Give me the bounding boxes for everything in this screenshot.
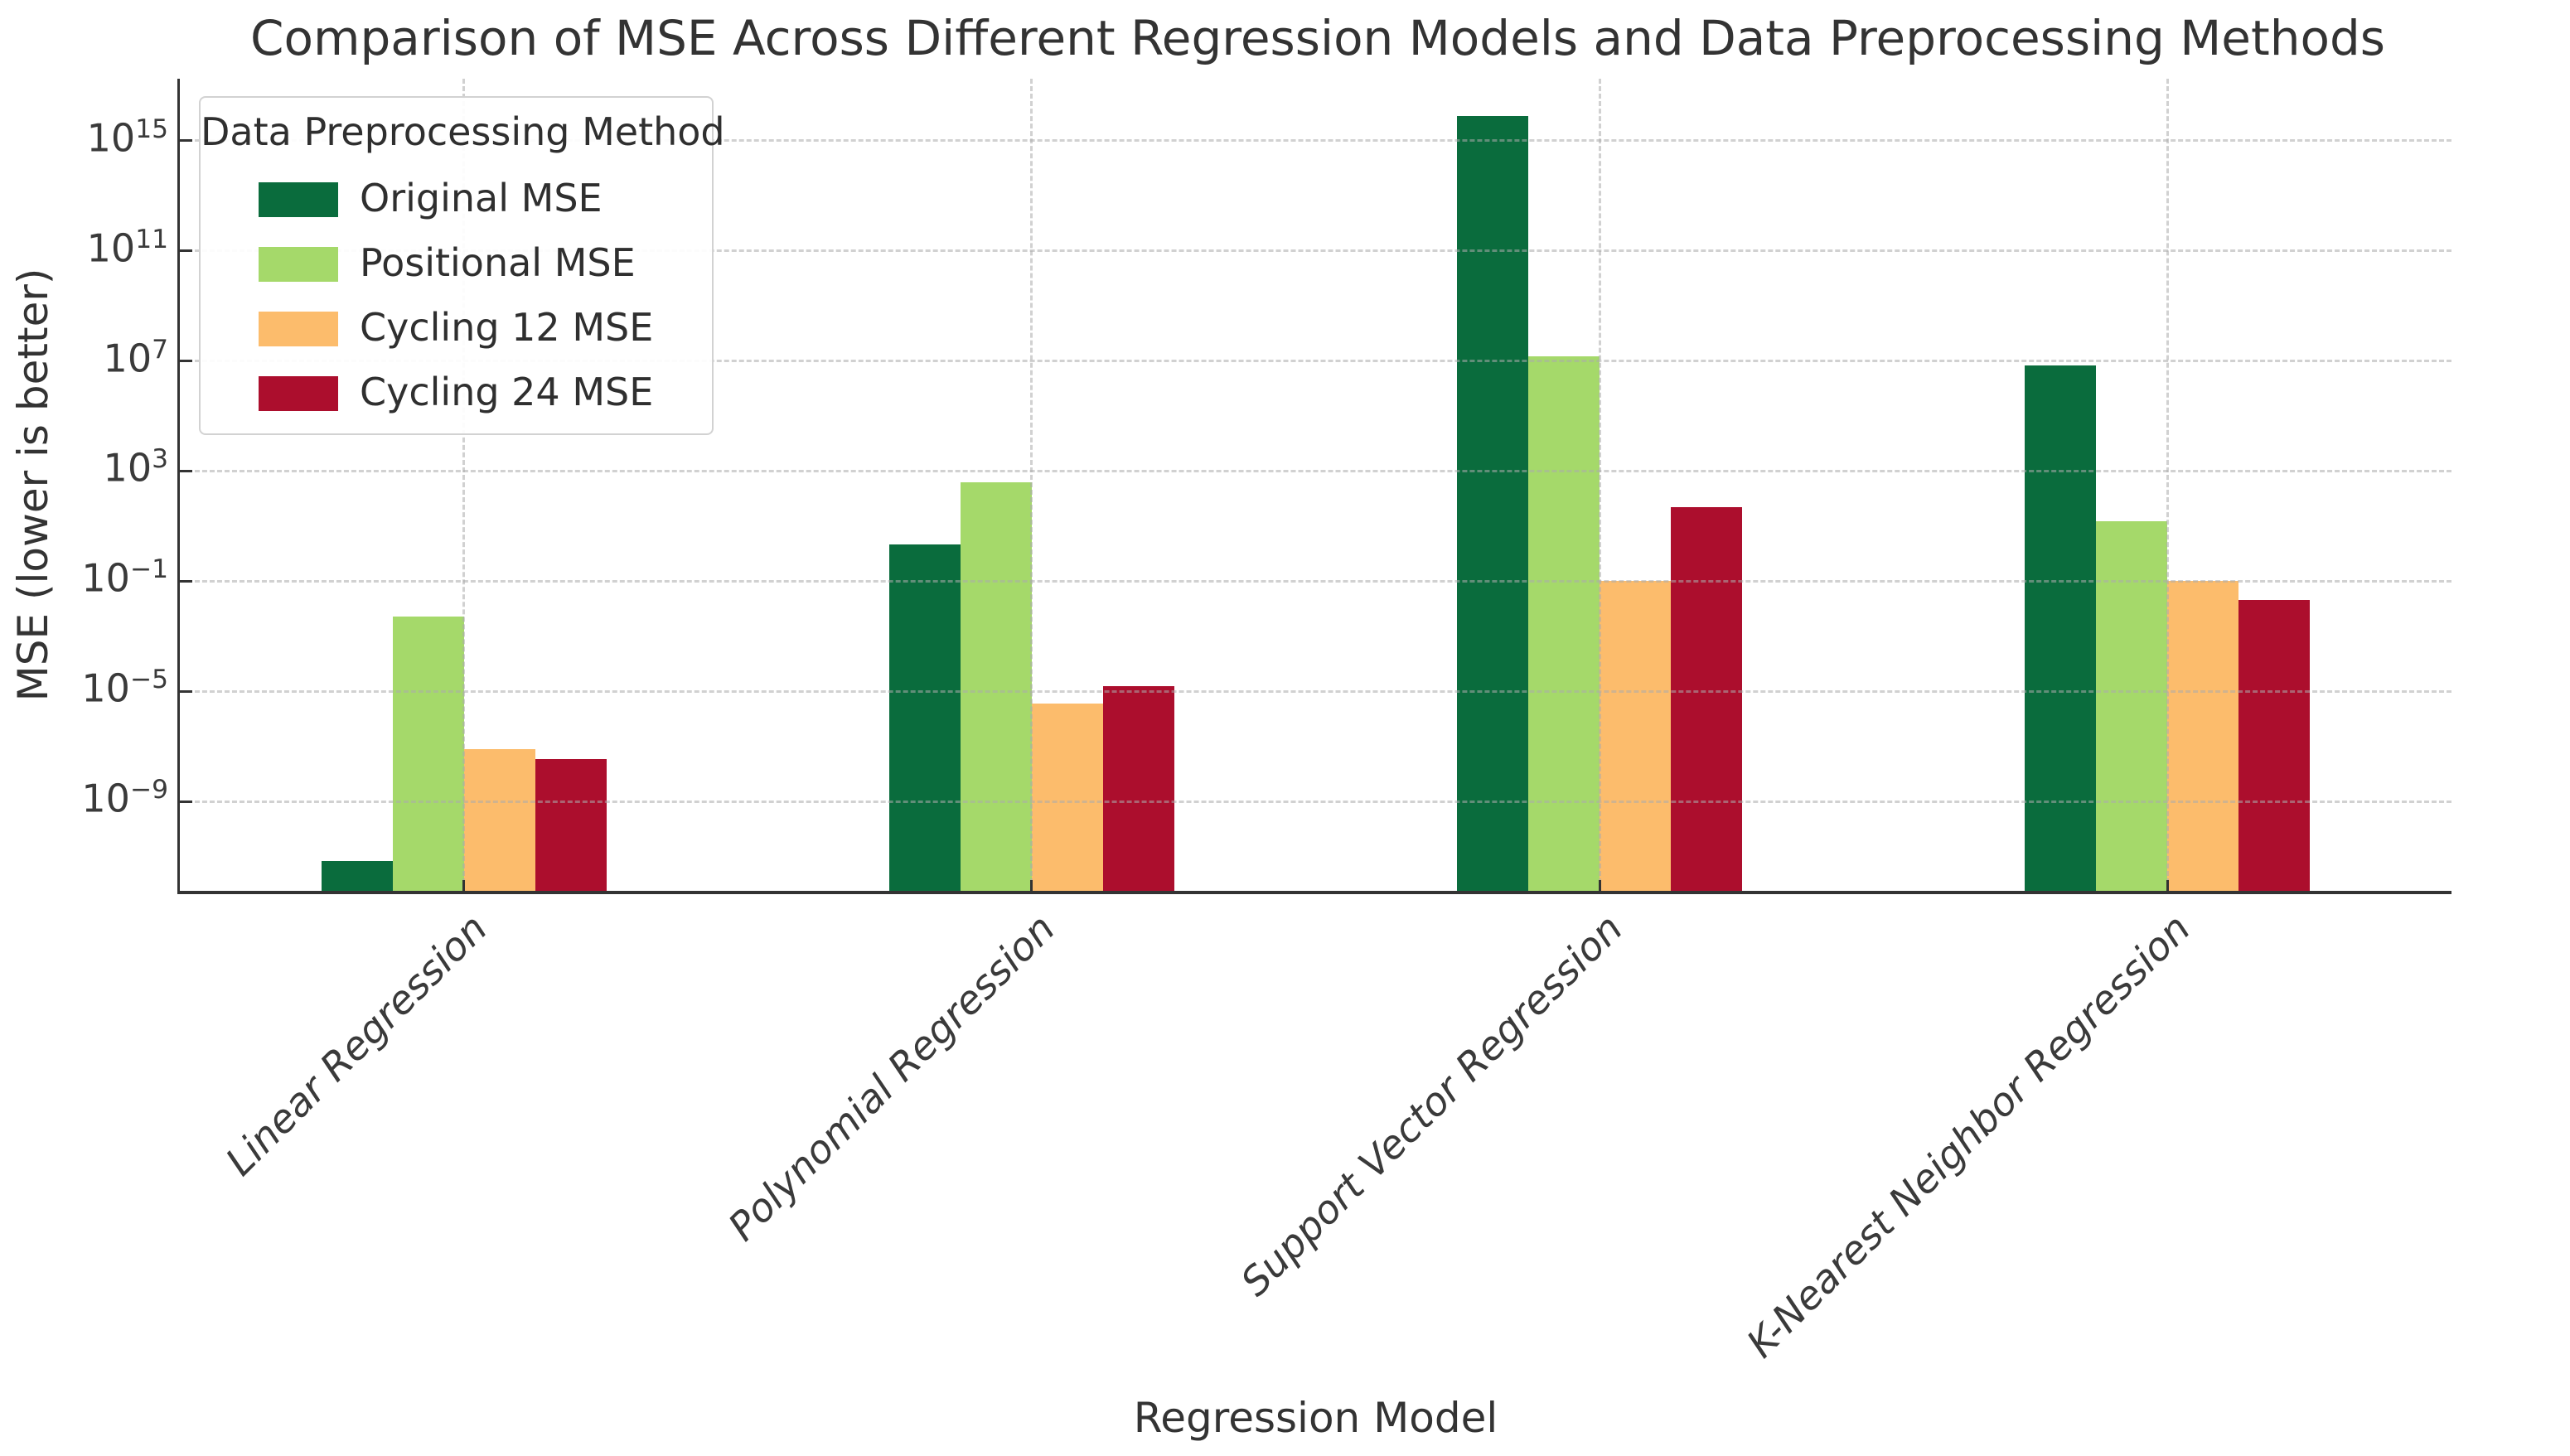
y-tick-1e7 bbox=[180, 360, 192, 362]
x-tick-linear-regression bbox=[462, 880, 466, 891]
x-axis-label: Regression Model bbox=[1133, 1394, 1498, 1442]
y-tick-label-1e15: 1015 bbox=[86, 114, 168, 161]
bar-cycling-12-mse-polynomial-regression bbox=[1031, 704, 1103, 891]
x-tick-label-polynomial-regression: Polynomial Regression bbox=[719, 906, 1064, 1250]
x-tick-label-linear-regression: Linear Regression bbox=[216, 906, 496, 1185]
gridline-x-linear-regression bbox=[462, 79, 466, 891]
bar-original-mse-support-vector-regression bbox=[1457, 115, 1529, 891]
legend-swatch-original-mse bbox=[259, 182, 338, 217]
bar-cycling-24-mse-k-nearest-neighbor-regression bbox=[2238, 600, 2311, 891]
bar-original-mse-linear-regression bbox=[321, 860, 393, 891]
x-axis-spine bbox=[177, 891, 2451, 894]
bar-cycling-24-mse-linear-regression bbox=[535, 758, 607, 891]
y-tick-1e-9 bbox=[180, 800, 192, 803]
y-axis-spine bbox=[177, 79, 180, 894]
gridline-y-1e-5 bbox=[180, 689, 2451, 693]
gridline-y-1e3 bbox=[180, 469, 2451, 472]
gridline-y-1e15 bbox=[180, 139, 2451, 143]
gridline-y-1e-9 bbox=[180, 800, 2451, 803]
y-tick-1e15 bbox=[180, 139, 192, 143]
gridline-y-1e-1 bbox=[180, 579, 2451, 583]
legend: Data Preprocessing Method Original MSE Po… bbox=[199, 96, 725, 435]
x-tick-support-vector-regression bbox=[1598, 880, 1601, 891]
gridline-y-1e7 bbox=[180, 360, 2451, 362]
x-tick-label-support-vector-regression: Support Vector Regression bbox=[1232, 906, 1633, 1305]
y-tick-label-1e11: 1011 bbox=[86, 224, 168, 270]
y-tick-1e11 bbox=[180, 249, 192, 253]
y-tick-label-1e-5: 10−5 bbox=[81, 665, 168, 711]
legend-swatch-cycling-12-mse bbox=[259, 312, 338, 346]
bar-original-mse-polynomial-regression bbox=[888, 544, 961, 891]
bar-cycling-12-mse-support-vector-regression bbox=[1600, 581, 1672, 891]
x-tick-polynomial-regression bbox=[1030, 880, 1033, 891]
bar-cycling-24-mse-support-vector-regression bbox=[1671, 506, 1743, 891]
bar-positional-mse-support-vector-regression bbox=[1528, 356, 1600, 891]
legend-label-cycling-12-mse: Cycling 12 MSE bbox=[360, 305, 654, 350]
bar-positional-mse-k-nearest-neighbor-regression bbox=[2096, 520, 2168, 891]
bar-cycling-24-mse-polynomial-regression bbox=[1102, 686, 1174, 891]
y-tick-label-1e-1: 10−1 bbox=[81, 554, 168, 601]
legend-swatch-positional-mse bbox=[259, 247, 338, 282]
legend-label-positional-mse: Positional MSE bbox=[360, 240, 636, 285]
bar-positional-mse-polynomial-regression bbox=[960, 482, 1032, 891]
gridline-x-support-vector-regression bbox=[1598, 79, 1601, 891]
chart-title: Comparison of MSE Across Different Regre… bbox=[250, 10, 2385, 66]
legend-title: Data Preprocessing Method bbox=[201, 109, 725, 154]
bar-original-mse-k-nearest-neighbor-regression bbox=[2025, 365, 2097, 891]
y-tick-1e-1 bbox=[180, 579, 192, 583]
legend-swatch-cycling-24-mse bbox=[259, 376, 338, 411]
bar-cycling-12-mse-linear-regression bbox=[463, 748, 535, 891]
y-tick-label-1e3: 103 bbox=[103, 444, 168, 491]
y-tick-1e-5 bbox=[180, 689, 192, 693]
y-tick-label-1e7: 107 bbox=[103, 334, 168, 380]
gridline-y-1e11 bbox=[180, 249, 2451, 253]
bar-cycling-12-mse-k-nearest-neighbor-regression bbox=[2167, 581, 2239, 891]
legend-label-original-mse: Original MSE bbox=[360, 176, 603, 220]
y-tick-label-1e-9: 10−9 bbox=[81, 775, 168, 821]
gridline-x-polynomial-regression bbox=[1030, 79, 1033, 891]
x-tick-label-k-nearest-neighbor-regression: K-Nearest Neighbor Regression bbox=[1738, 906, 2200, 1367]
y-tick-1e3 bbox=[180, 469, 192, 472]
legend-label-cycling-24-mse: Cycling 24 MSE bbox=[360, 370, 654, 414]
bar-positional-mse-linear-regression bbox=[392, 617, 464, 891]
gridline-x-k-nearest-neighbor-regression bbox=[2166, 79, 2169, 891]
x-tick-k-nearest-neighbor-regression bbox=[2166, 880, 2169, 891]
